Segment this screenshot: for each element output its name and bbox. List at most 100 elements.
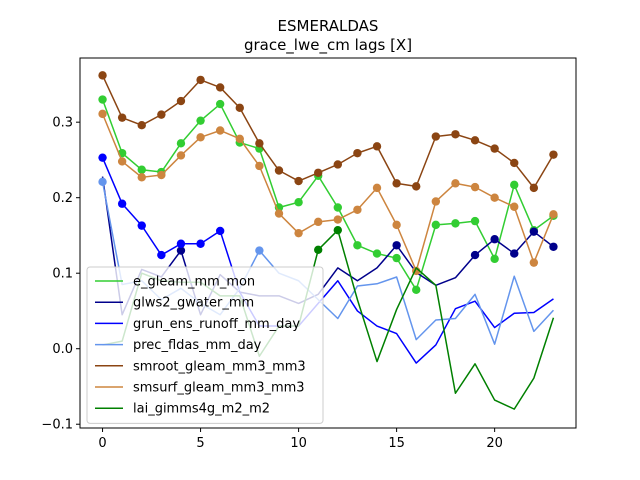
data-point bbox=[470, 216, 480, 226]
data-point bbox=[98, 153, 107, 162]
legend-item: prec_fldas_mm_day bbox=[95, 338, 262, 353]
data-point bbox=[255, 139, 264, 148]
data-point bbox=[176, 151, 186, 160]
data-point bbox=[451, 219, 460, 228]
data-point bbox=[137, 221, 146, 230]
data-point bbox=[196, 133, 205, 142]
data-point bbox=[196, 116, 205, 125]
data-point bbox=[372, 142, 382, 151]
data-point bbox=[451, 130, 460, 139]
y-tick-label: 0.2 bbox=[52, 191, 73, 206]
x-tick-label: 10 bbox=[290, 436, 307, 451]
chart-subtitle: grace_lwe_cm lags [X] bbox=[244, 36, 412, 55]
legend-item: glws2_gwater_mm bbox=[95, 296, 254, 311]
data-point bbox=[294, 176, 303, 186]
data-point bbox=[353, 205, 362, 214]
data-point bbox=[294, 228, 303, 238]
x-tick-label: 0 bbox=[98, 436, 106, 451]
data-point bbox=[294, 198, 303, 207]
data-point bbox=[117, 199, 127, 208]
data-point bbox=[490, 235, 499, 244]
data-point bbox=[137, 165, 146, 174]
data-point bbox=[176, 246, 186, 255]
series-glws2_gwater_mm bbox=[101, 176, 558, 316]
data-point bbox=[549, 150, 558, 159]
data-point bbox=[549, 242, 558, 251]
data-point bbox=[235, 134, 244, 143]
data-point bbox=[510, 180, 519, 190]
data-point bbox=[451, 179, 460, 188]
data-point bbox=[353, 241, 362, 250]
legend-item: smroot_gleam_mm3_mm3 bbox=[95, 359, 306, 374]
data-point bbox=[176, 96, 186, 106]
data-point bbox=[157, 170, 166, 180]
series-line bbox=[101, 176, 554, 316]
data-point bbox=[412, 182, 421, 191]
data-point bbox=[529, 183, 539, 193]
y-tick-label: 0.3 bbox=[52, 116, 73, 131]
data-point bbox=[157, 110, 166, 119]
data-point bbox=[333, 160, 342, 169]
data-point bbox=[117, 157, 127, 166]
plot-frame bbox=[79, 57, 577, 429]
legend-label: smsurf_gleam_mm3_mm3 bbox=[133, 381, 305, 396]
legend-item: lai_gimms4g_m2_m2 bbox=[95, 402, 270, 417]
data-point bbox=[392, 179, 401, 188]
legend-label: lai_gimms4g_m2_m2 bbox=[133, 402, 270, 417]
legend-item: smsurf_gleam_mm3_mm3 bbox=[95, 381, 305, 396]
data-point bbox=[314, 245, 323, 254]
data-point bbox=[490, 144, 499, 153]
legend-label: e_gleam_mm_mon bbox=[133, 275, 255, 290]
data-point bbox=[510, 202, 519, 211]
data-point bbox=[431, 197, 441, 206]
data-point bbox=[274, 209, 284, 218]
data-point bbox=[333, 225, 342, 235]
data-point bbox=[98, 177, 107, 187]
data-point bbox=[98, 95, 107, 104]
data-point bbox=[215, 226, 225, 236]
data-point bbox=[353, 148, 362, 158]
data-point bbox=[529, 258, 539, 267]
x-tick-label: 5 bbox=[196, 436, 204, 451]
data-point bbox=[372, 183, 382, 193]
legend-item: e_gleam_mm_mon bbox=[95, 275, 255, 290]
data-point bbox=[431, 220, 441, 230]
data-point bbox=[431, 132, 441, 141]
data-point bbox=[510, 158, 519, 168]
legend-box bbox=[86, 266, 324, 424]
data-point bbox=[470, 182, 480, 192]
data-point bbox=[333, 203, 342, 212]
data-point bbox=[392, 241, 401, 250]
data-point bbox=[98, 71, 107, 80]
data-point bbox=[235, 103, 244, 113]
x-tick-label: 15 bbox=[388, 436, 405, 451]
data-point bbox=[274, 166, 284, 175]
legend-label: prec_fldas_mm_day bbox=[133, 338, 262, 353]
series-layer bbox=[98, 71, 558, 410]
data-point bbox=[314, 168, 323, 177]
data-point bbox=[157, 250, 166, 260]
data-point bbox=[470, 136, 480, 145]
data-point bbox=[333, 215, 342, 224]
y-tick-label: 0.0 bbox=[52, 342, 73, 357]
legend-item: grun_ens_runoff_mm_day bbox=[95, 317, 300, 332]
data-point bbox=[529, 227, 539, 236]
data-point bbox=[215, 126, 225, 135]
data-point bbox=[137, 173, 146, 182]
data-point bbox=[255, 246, 264, 255]
data-point bbox=[117, 113, 127, 122]
data-point bbox=[470, 250, 480, 260]
data-point bbox=[314, 217, 323, 227]
data-point bbox=[196, 75, 205, 85]
data-point bbox=[98, 109, 107, 119]
data-point bbox=[490, 254, 499, 264]
legend-label: glws2_gwater_mm bbox=[133, 296, 254, 311]
legend-label: smroot_gleam_mm3_mm3 bbox=[133, 359, 306, 374]
legend: e_gleam_mm_mon glws2_gwater_mm grun_ens_ru… bbox=[86, 266, 324, 424]
data-point bbox=[510, 249, 519, 258]
data-point bbox=[392, 253, 401, 263]
y-tick-label: 0.1 bbox=[52, 267, 73, 282]
data-point bbox=[176, 239, 186, 248]
data-point bbox=[549, 210, 558, 219]
